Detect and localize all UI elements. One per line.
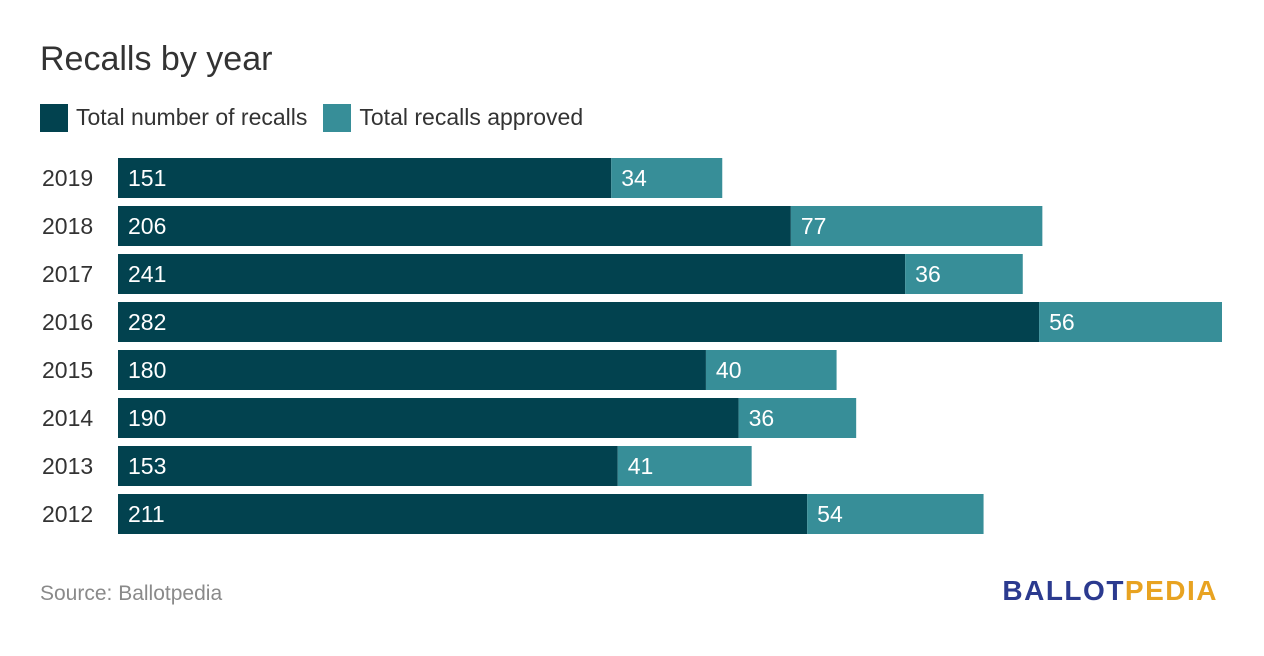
category-label-2013: 2013 xyxy=(42,453,93,479)
bar-total-2016 xyxy=(118,302,1040,342)
value-label-approved-2018: 77 xyxy=(801,213,827,239)
logo-part-pedia: PEDIA xyxy=(1124,575,1218,606)
category-label-2018: 2018 xyxy=(42,213,93,239)
value-label-approved-2013: 41 xyxy=(628,453,654,479)
category-label-2015: 2015 xyxy=(42,357,93,383)
bar-total-2015 xyxy=(118,350,706,390)
legend-swatch-approved-recalls xyxy=(323,103,352,132)
category-label-2019: 2019 xyxy=(42,165,93,191)
category-label-2014: 2014 xyxy=(42,405,93,431)
bar-total-2019 xyxy=(118,158,612,198)
bar-approved-2013 xyxy=(617,446,752,486)
value-label-approved-2014: 36 xyxy=(749,405,775,431)
legend-item-approved-recalls: Total recalls approved xyxy=(323,103,584,132)
legend-item-total-recalls: Total number of recalls xyxy=(40,103,308,132)
bar-approved-2018 xyxy=(790,206,1043,246)
bar-total-2013 xyxy=(118,446,618,486)
category-label-2012: 2012 xyxy=(42,501,93,527)
legend-label-approved-recalls: Total recalls approved xyxy=(359,104,584,130)
value-label-total-2016: 282 xyxy=(128,309,166,335)
value-label-total-2015: 180 xyxy=(128,357,166,383)
value-label-total-2014: 190 xyxy=(128,405,166,431)
value-label-approved-2019: 34 xyxy=(621,165,647,191)
value-label-approved-2017: 36 xyxy=(915,261,941,287)
bar-approved-2019 xyxy=(611,158,723,198)
ballotpedia-logo: BALLOTPEDIA xyxy=(1002,575,1218,607)
bar-chart: 2019 151 34 2018 206 77 2017 241 36 2016 282 56 2015… xyxy=(42,158,1222,534)
category-label-2016: 2016 xyxy=(42,309,93,335)
bar-approved-2014 xyxy=(738,398,857,438)
chart-legend: Total number of recalls Total recalls ap… xyxy=(40,103,599,132)
value-label-total-2017: 241 xyxy=(128,261,166,287)
value-label-total-2019: 151 xyxy=(128,165,166,191)
bar-total-2012 xyxy=(118,494,808,534)
source-note: Source: Ballotpedia xyxy=(40,582,223,605)
bar-total-2018 xyxy=(118,206,791,246)
bar-approved-2016 xyxy=(1039,302,1222,342)
value-label-total-2018: 206 xyxy=(128,213,166,239)
bar-total-2014 xyxy=(118,398,739,438)
value-label-approved-2016: 56 xyxy=(1049,309,1075,335)
bar-total-2017 xyxy=(118,254,906,294)
bar-approved-2015 xyxy=(705,350,837,390)
legend-swatch-total-recalls xyxy=(40,103,68,132)
value-label-total-2013: 153 xyxy=(128,453,166,479)
value-label-approved-2015: 40 xyxy=(716,357,742,383)
value-label-approved-2012: 54 xyxy=(817,501,843,527)
legend-label-total-recalls: Total number of recalls xyxy=(76,104,308,130)
logo-part-ballot: BALLOT xyxy=(1002,575,1125,606)
bar-approved-2017 xyxy=(905,254,1023,294)
chart-title: Recalls by year xyxy=(40,40,273,78)
bar-approved-2012 xyxy=(807,494,984,534)
value-label-total-2012: 211 xyxy=(128,501,165,527)
category-label-2017: 2017 xyxy=(42,261,93,287)
